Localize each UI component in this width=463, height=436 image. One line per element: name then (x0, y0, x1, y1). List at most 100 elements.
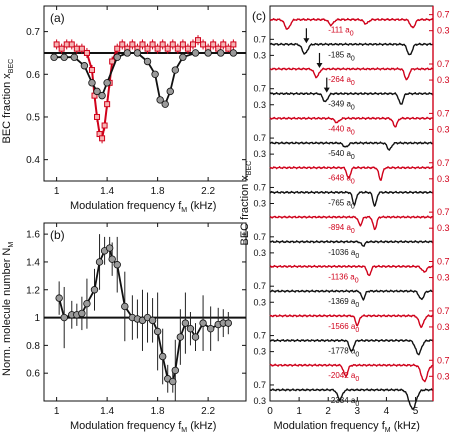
trace-label-sub: 0 (355, 401, 359, 408)
circle-point (156, 96, 164, 104)
y-tick-label: 1.6 (26, 230, 40, 241)
black-trace (269, 141, 434, 151)
trace-label-main: -765 a (328, 198, 351, 207)
square-point (169, 41, 176, 48)
square-point (73, 45, 80, 52)
square-point (210, 41, 217, 48)
red-trace (269, 116, 434, 128)
trace-label-sub: 0 (351, 129, 355, 136)
y-tick-label-left: 0.7 (253, 182, 266, 192)
y-axis-label-sub: M (8, 242, 15, 248)
trace-label-sub: 0 (351, 154, 355, 161)
plot-frame (43, 5, 247, 182)
trace-label: -648 a0 (328, 174, 355, 186)
trace-label-sub: 0 (355, 302, 359, 309)
trace-label-sub: 0 (355, 253, 359, 260)
trace-label: -1369 a0 (328, 297, 359, 309)
y-tick-label-right: 0.3 (437, 124, 450, 134)
trace-label-sub: 0 (351, 203, 355, 210)
x-axis-label: Modulation frequency fM (kHz) (70, 420, 216, 434)
circle-point (161, 100, 169, 108)
y-tick-label-left: 0.3 (253, 199, 266, 209)
trace-label: -894 a0 (328, 223, 355, 235)
circle-point (88, 79, 96, 87)
red-trace (269, 314, 433, 329)
circle-point (103, 79, 111, 87)
y-tick-label-right: 0.3 (437, 371, 450, 381)
trace-label: -765 a0 (328, 198, 355, 210)
trace-label: -349 a0 (328, 100, 355, 112)
panel-a: 1 1.4 1.8 2.2 0.4 0.5 0.6 0.7 (a) Modulation freq… (1, 5, 247, 214)
x-tick-label: 2.2 (201, 406, 215, 417)
circle-point (113, 53, 121, 61)
circle-point (80, 62, 89, 70)
y-tick-label: 0.4 (26, 155, 40, 166)
circle-point (83, 299, 91, 308)
y-tick-label: 1 (34, 313, 40, 324)
trace-label-sub: 0 (350, 31, 354, 38)
square-point (99, 135, 106, 142)
red-trace (269, 363, 434, 383)
y-tick-label-left: 0.7 (253, 380, 266, 390)
x-tick-label: 1.8 (151, 186, 165, 197)
circle-point (199, 319, 207, 327)
y-tick-label-left: 0.3 (253, 248, 266, 258)
plot-frame (43, 222, 247, 402)
y-tick-label: 0.7 (26, 27, 40, 38)
circle-point (229, 49, 238, 57)
y-tick-label: 0.6 (26, 70, 40, 81)
y-axis-label-main: BEC fraction x (239, 175, 251, 246)
square-point (174, 45, 181, 52)
square-point (159, 41, 166, 48)
trace-label-main: -894 a (328, 223, 351, 232)
x-axis-label: Modulation frequency fM (kHz) (70, 200, 216, 214)
y-tick-label-left: 0.7 (253, 133, 266, 143)
x-tick-label: 1 (54, 186, 60, 197)
square-point (200, 41, 207, 48)
black-trace (269, 289, 433, 301)
y-tick-label-left: 0.7 (253, 34, 266, 44)
circle-point (224, 319, 233, 327)
y-tick-label-right: 0.7 (437, 108, 450, 118)
square-point (58, 45, 65, 52)
y-axis-label-main: BEC fraction x (1, 73, 13, 144)
arrow-head (323, 87, 330, 93)
circle-point (113, 261, 121, 269)
y-tick-label-right: 0.7 (437, 207, 450, 217)
black-trace (269, 388, 434, 410)
trace-label-main: -111 a (328, 26, 350, 35)
circle-point (78, 309, 86, 318)
y-tick-label-left: 0.3 (253, 50, 266, 60)
square-point (68, 41, 75, 48)
panel-label: (b) (50, 228, 65, 242)
black-fit-line (54, 52, 234, 106)
circle-point (60, 53, 68, 61)
y-tick-label: 0.5 (26, 112, 40, 123)
x-axis-label-main: Modulation frequency f (274, 420, 386, 432)
trace-label-main: -540 a (328, 149, 351, 158)
square-point (230, 41, 237, 48)
x-axis-label-main: Modulation frequency f (70, 200, 182, 212)
red-trace (269, 215, 434, 231)
x-tick-label: 1.8 (151, 406, 165, 417)
circle-point (217, 49, 225, 57)
square-point (114, 45, 121, 52)
y-tick-label-right: 0.7 (437, 59, 450, 69)
square-point (149, 41, 156, 48)
x-tick-label: 1 (54, 406, 60, 417)
trace-label-sub: 0 (351, 80, 355, 87)
y-tick-label-left: 0.7 (253, 331, 266, 341)
trace-label-sub: 0 (355, 277, 359, 284)
black-trace (269, 338, 434, 356)
y-tick-label-right: 0.3 (437, 223, 450, 233)
square-point (83, 49, 90, 56)
x-axis-label-sub: M (181, 207, 187, 214)
x-axis-label-unit: (kHz) (187, 420, 216, 432)
y-tick-label-left: 0.3 (253, 149, 266, 159)
y-tick-label: 0.6 (26, 369, 40, 380)
x-tick-label: 5 (413, 406, 419, 417)
y-axis-label: Norm. molecule number NM (1, 242, 15, 376)
trace-label-main: -440 a (328, 124, 351, 133)
square-point (129, 41, 136, 48)
x-tick-label: 2.2 (201, 186, 215, 197)
